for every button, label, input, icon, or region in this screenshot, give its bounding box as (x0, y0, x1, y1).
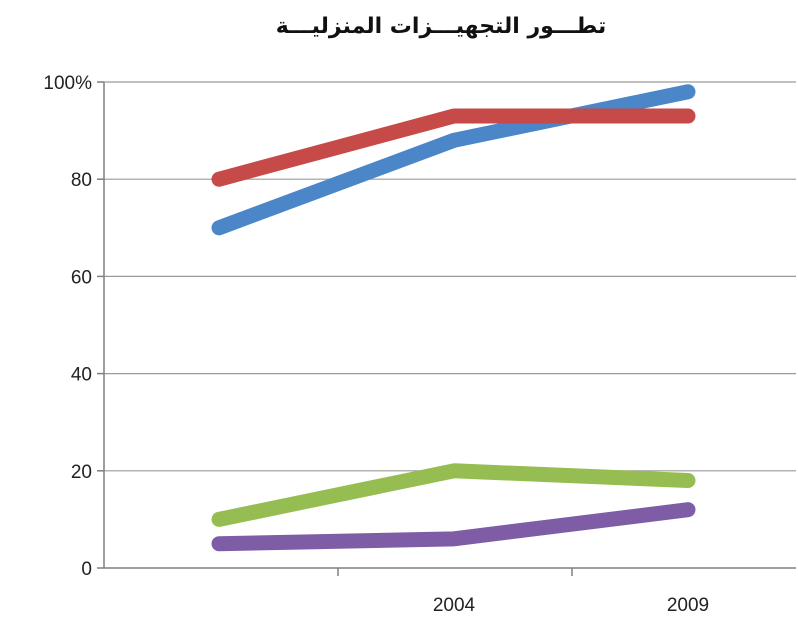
series-line-2 (211, 108, 696, 187)
x-tick-label: 2009 (667, 595, 709, 616)
series-line-3 (211, 463, 696, 527)
y-tick-label: 0 (81, 559, 92, 580)
chart-title: تطـــور التجهيـــزات المنزليـــة (276, 14, 606, 39)
y-tick-label: 80 (71, 170, 92, 191)
x-tick-label: 2004 (433, 595, 476, 616)
series-line-1 (211, 84, 696, 236)
y-tick-label: 100% (43, 73, 92, 94)
axes (97, 81, 796, 576)
y-tick-label: 40 (71, 365, 92, 386)
y-tick-label: 20 (71, 462, 92, 483)
series-group (211, 84, 696, 552)
series-line-4 (211, 502, 696, 552)
tick-labels: 0 20 40 60 80 100% 2004 2009 (43, 73, 709, 616)
y-tick-label: 60 (71, 267, 92, 288)
